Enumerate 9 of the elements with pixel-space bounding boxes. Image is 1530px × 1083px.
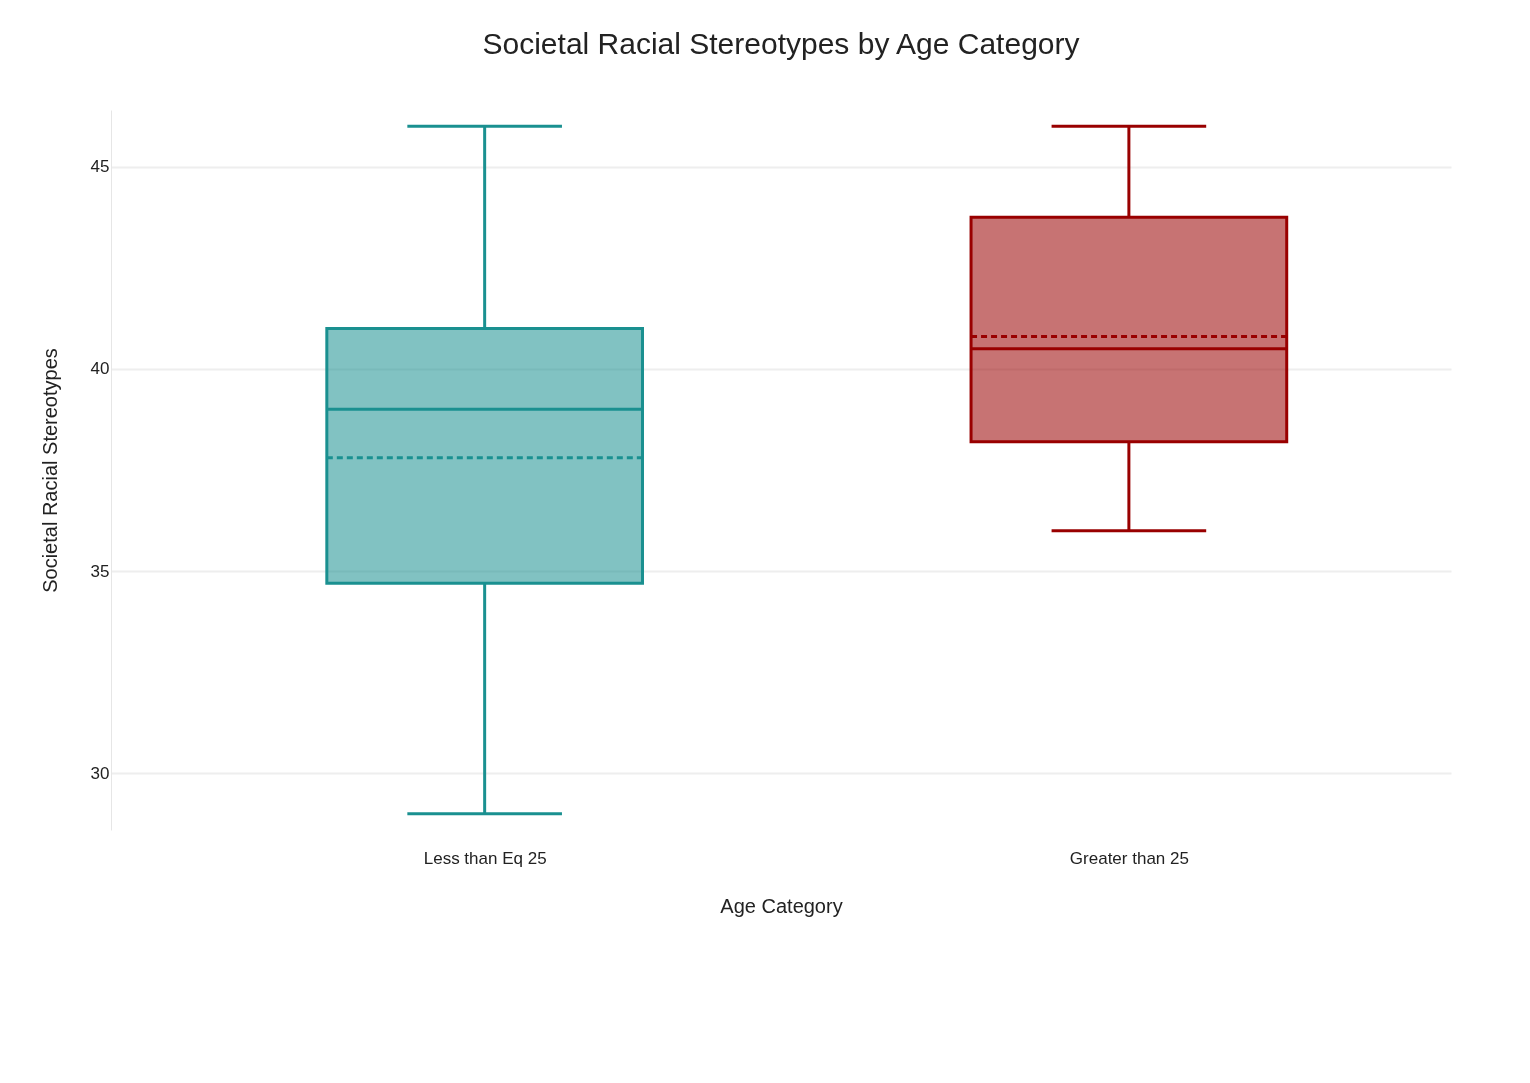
x-tick-label: Less than Eq 25 [423,848,547,868]
y-tick-label: 45 [90,157,110,177]
y-tick-label: 35 [90,561,110,581]
x-tick-label: Greater than 25 [1069,848,1189,868]
x-axis-title: Age Category [720,894,843,917]
y-tick-label: 30 [90,763,110,783]
y-tick-label: 40 [90,359,110,379]
y-axis-title: Societal Racial Stereotypes [38,348,61,593]
chart-title: Societal Racial Stereotypes by Age Category [482,27,1080,60]
